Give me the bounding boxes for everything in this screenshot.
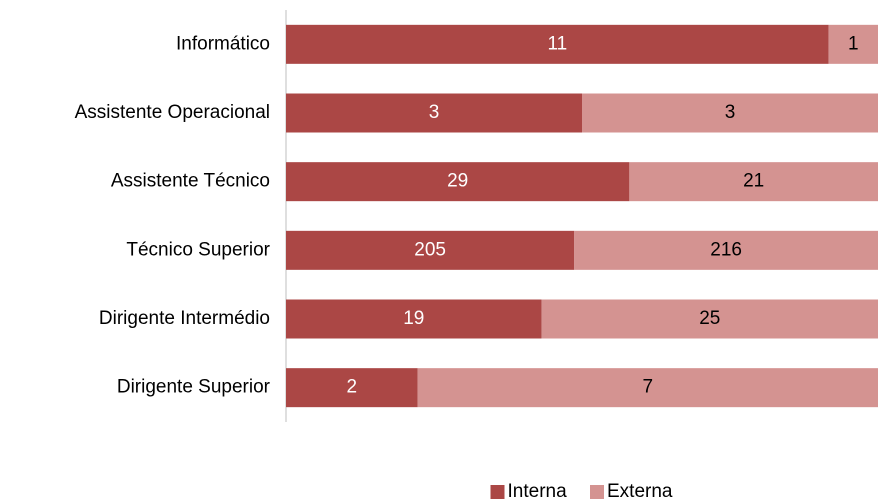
legend-swatch xyxy=(490,485,505,499)
data-label: 3 xyxy=(429,102,440,123)
data-label: 19 xyxy=(403,308,424,329)
y-tick-label: Técnico Superior xyxy=(126,239,270,260)
data-label: 205 xyxy=(414,239,446,260)
data-label: 21 xyxy=(743,171,764,192)
data-label: 216 xyxy=(710,239,742,260)
bar-segment xyxy=(286,230,575,270)
data-label: 2 xyxy=(346,377,357,398)
data-label: 1 xyxy=(848,33,859,54)
y-tick-label: Dirigente Superior xyxy=(117,377,271,398)
bar-segment xyxy=(582,93,878,133)
bar-segment xyxy=(541,299,878,339)
bar-segment xyxy=(417,368,878,408)
bar-segment xyxy=(629,162,878,202)
bar-segment xyxy=(286,24,829,64)
y-tick-label: Informático xyxy=(176,33,270,54)
y-tick-label: Dirigente Intermédio xyxy=(99,308,270,329)
y-tick-label: Assistente Técnico xyxy=(111,171,270,192)
data-label: 11 xyxy=(547,33,567,54)
legend-label: Externa xyxy=(607,481,673,501)
bar-segment xyxy=(286,299,542,339)
legend-label: Interna xyxy=(508,481,568,501)
data-label: 25 xyxy=(699,308,720,329)
y-tick-label: Assistente Operacional xyxy=(75,102,270,123)
bar-segment xyxy=(286,93,582,133)
bar-segment xyxy=(286,368,418,408)
data-label: 3 xyxy=(725,102,736,123)
data-label: 7 xyxy=(642,377,653,398)
bar-segment xyxy=(574,230,878,270)
bar-segment xyxy=(828,24,878,64)
legend-swatch xyxy=(590,485,604,499)
data-label: 29 xyxy=(447,171,468,192)
bar-segment xyxy=(286,162,630,202)
